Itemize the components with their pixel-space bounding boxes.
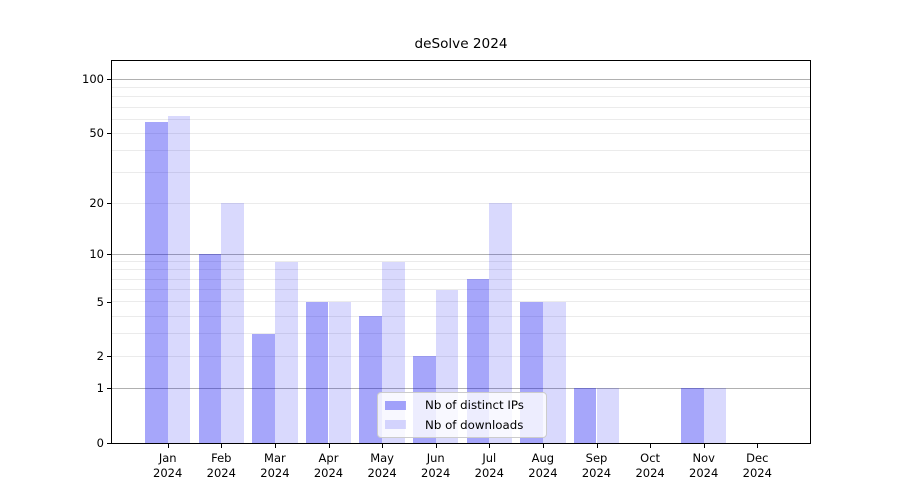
y-tick-label-5: 5 — [96, 294, 104, 309]
y-tick-mark — [107, 203, 111, 204]
y-tick-label-10: 10 — [89, 247, 104, 261]
x-tick-label-oct: Oct 2024 — [635, 451, 665, 480]
x-tick-label-sep: Sep 2024 — [581, 451, 612, 480]
gridline-minor — [112, 171, 810, 173]
x-tick-label-may: May 2024 — [367, 451, 397, 480]
y-tick-label-1: 1 — [96, 381, 104, 396]
x-tick-label-feb: Feb 2024 — [206, 451, 236, 480]
x-tick-label-nov: Nov 2024 — [689, 451, 719, 480]
x-tick-mark — [221, 444, 223, 448]
y-tick-label-50: 50 — [89, 126, 104, 141]
y-tick-mark — [107, 356, 111, 358]
bar-jan-series0 — [144, 121, 168, 443]
legend-swatch-distinct-ips — [385, 400, 406, 410]
gridline-major — [112, 387, 810, 389]
bar-may-series0 — [359, 316, 383, 443]
bar-nov-series1 — [703, 388, 727, 443]
y-tick-mark — [107, 443, 111, 444]
gridline-minor — [112, 202, 810, 204]
x-tick-label-apr: Apr 2024 — [313, 451, 344, 480]
x-tick-mark — [382, 444, 384, 448]
bar-feb-series0 — [198, 254, 222, 443]
gridline-minor — [112, 333, 810, 335]
x-tick-mark — [596, 444, 598, 448]
legend-item-downloads: Nb of downloads — [385, 418, 546, 432]
legend-label-downloads: Nb of downloads — [425, 417, 524, 432]
bar-feb-series1 — [221, 203, 245, 443]
gridline-major — [112, 253, 810, 255]
gridline-minor — [112, 315, 810, 317]
x-tick-mark — [167, 444, 169, 448]
bar-mar-series0 — [252, 333, 275, 443]
x-tick-mark — [435, 444, 437, 448]
bars — [112, 61, 810, 443]
bar-mar-series1 — [274, 261, 298, 443]
legend-swatch-downloads — [385, 420, 406, 430]
bar-nov-series0 — [680, 388, 704, 443]
y-tick-mark — [107, 254, 111, 255]
x-tick-mark — [489, 444, 491, 448]
x-tick-label-jun: Jun 2024 — [421, 451, 451, 480]
bar-aug-series1 — [542, 301, 566, 443]
x-tick-mark — [703, 444, 705, 448]
y-tick-label-0: 0 — [96, 436, 104, 450]
plot-area: Nb of distinct IPs Nb of downloads — [111, 60, 811, 444]
bar-sep-series0 — [573, 388, 597, 443]
gridline-minor — [112, 132, 810, 134]
gridline-minor — [112, 261, 810, 262]
y-tick-label-20: 20 — [89, 196, 104, 210]
gridline-minor — [112, 269, 810, 271]
bar-apr-series1 — [328, 301, 352, 443]
bar-apr-series0 — [305, 301, 329, 443]
gridline-minor — [112, 355, 810, 357]
gridline-major — [112, 78, 810, 80]
y-tick-label-100: 100 — [82, 72, 104, 87]
y-tick-mark — [107, 388, 111, 390]
y-tick-label-2: 2 — [96, 349, 104, 364]
y-tick-mark — [107, 79, 111, 81]
x-tick-label-jul: Jul 2024 — [474, 451, 504, 480]
y-tick-mark — [107, 133, 111, 135]
gridline-minor — [112, 301, 810, 303]
gridline-minor — [112, 106, 810, 108]
gridline-minor — [112, 289, 810, 291]
chart-title: deSolve 2024 — [414, 36, 508, 52]
legend: Nb of distinct IPs Nb of downloads — [377, 392, 547, 438]
x-tick-mark — [650, 444, 652, 448]
x-tick-mark — [542, 444, 544, 448]
x-tick-mark — [274, 444, 276, 448]
gridline-minor — [112, 96, 810, 98]
gridline-minor — [112, 86, 810, 88]
bar-sep-series1 — [596, 388, 620, 443]
y-tick-mark — [107, 301, 111, 303]
gridline-minor — [112, 278, 810, 280]
bar-jul-series1 — [489, 203, 513, 443]
gridlines — [112, 61, 810, 443]
bar-jan-series1 — [167, 116, 191, 443]
x-tick-mark — [328, 444, 330, 448]
legend-item-distinct-ips: Nb of distinct IPs — [385, 398, 546, 412]
legend-label-distinct-ips: Nb of distinct IPs — [425, 398, 524, 413]
x-tick-label-mar: Mar 2024 — [260, 451, 290, 480]
gridline-minor — [112, 149, 810, 151]
x-tick-label-dec: Dec 2024 — [742, 451, 772, 480]
x-tick-mark — [757, 444, 759, 448]
x-tick-label-aug: Aug 2024 — [528, 451, 558, 480]
gridline-minor — [112, 118, 810, 120]
x-tick-label-jan: Jan 2024 — [153, 451, 183, 480]
